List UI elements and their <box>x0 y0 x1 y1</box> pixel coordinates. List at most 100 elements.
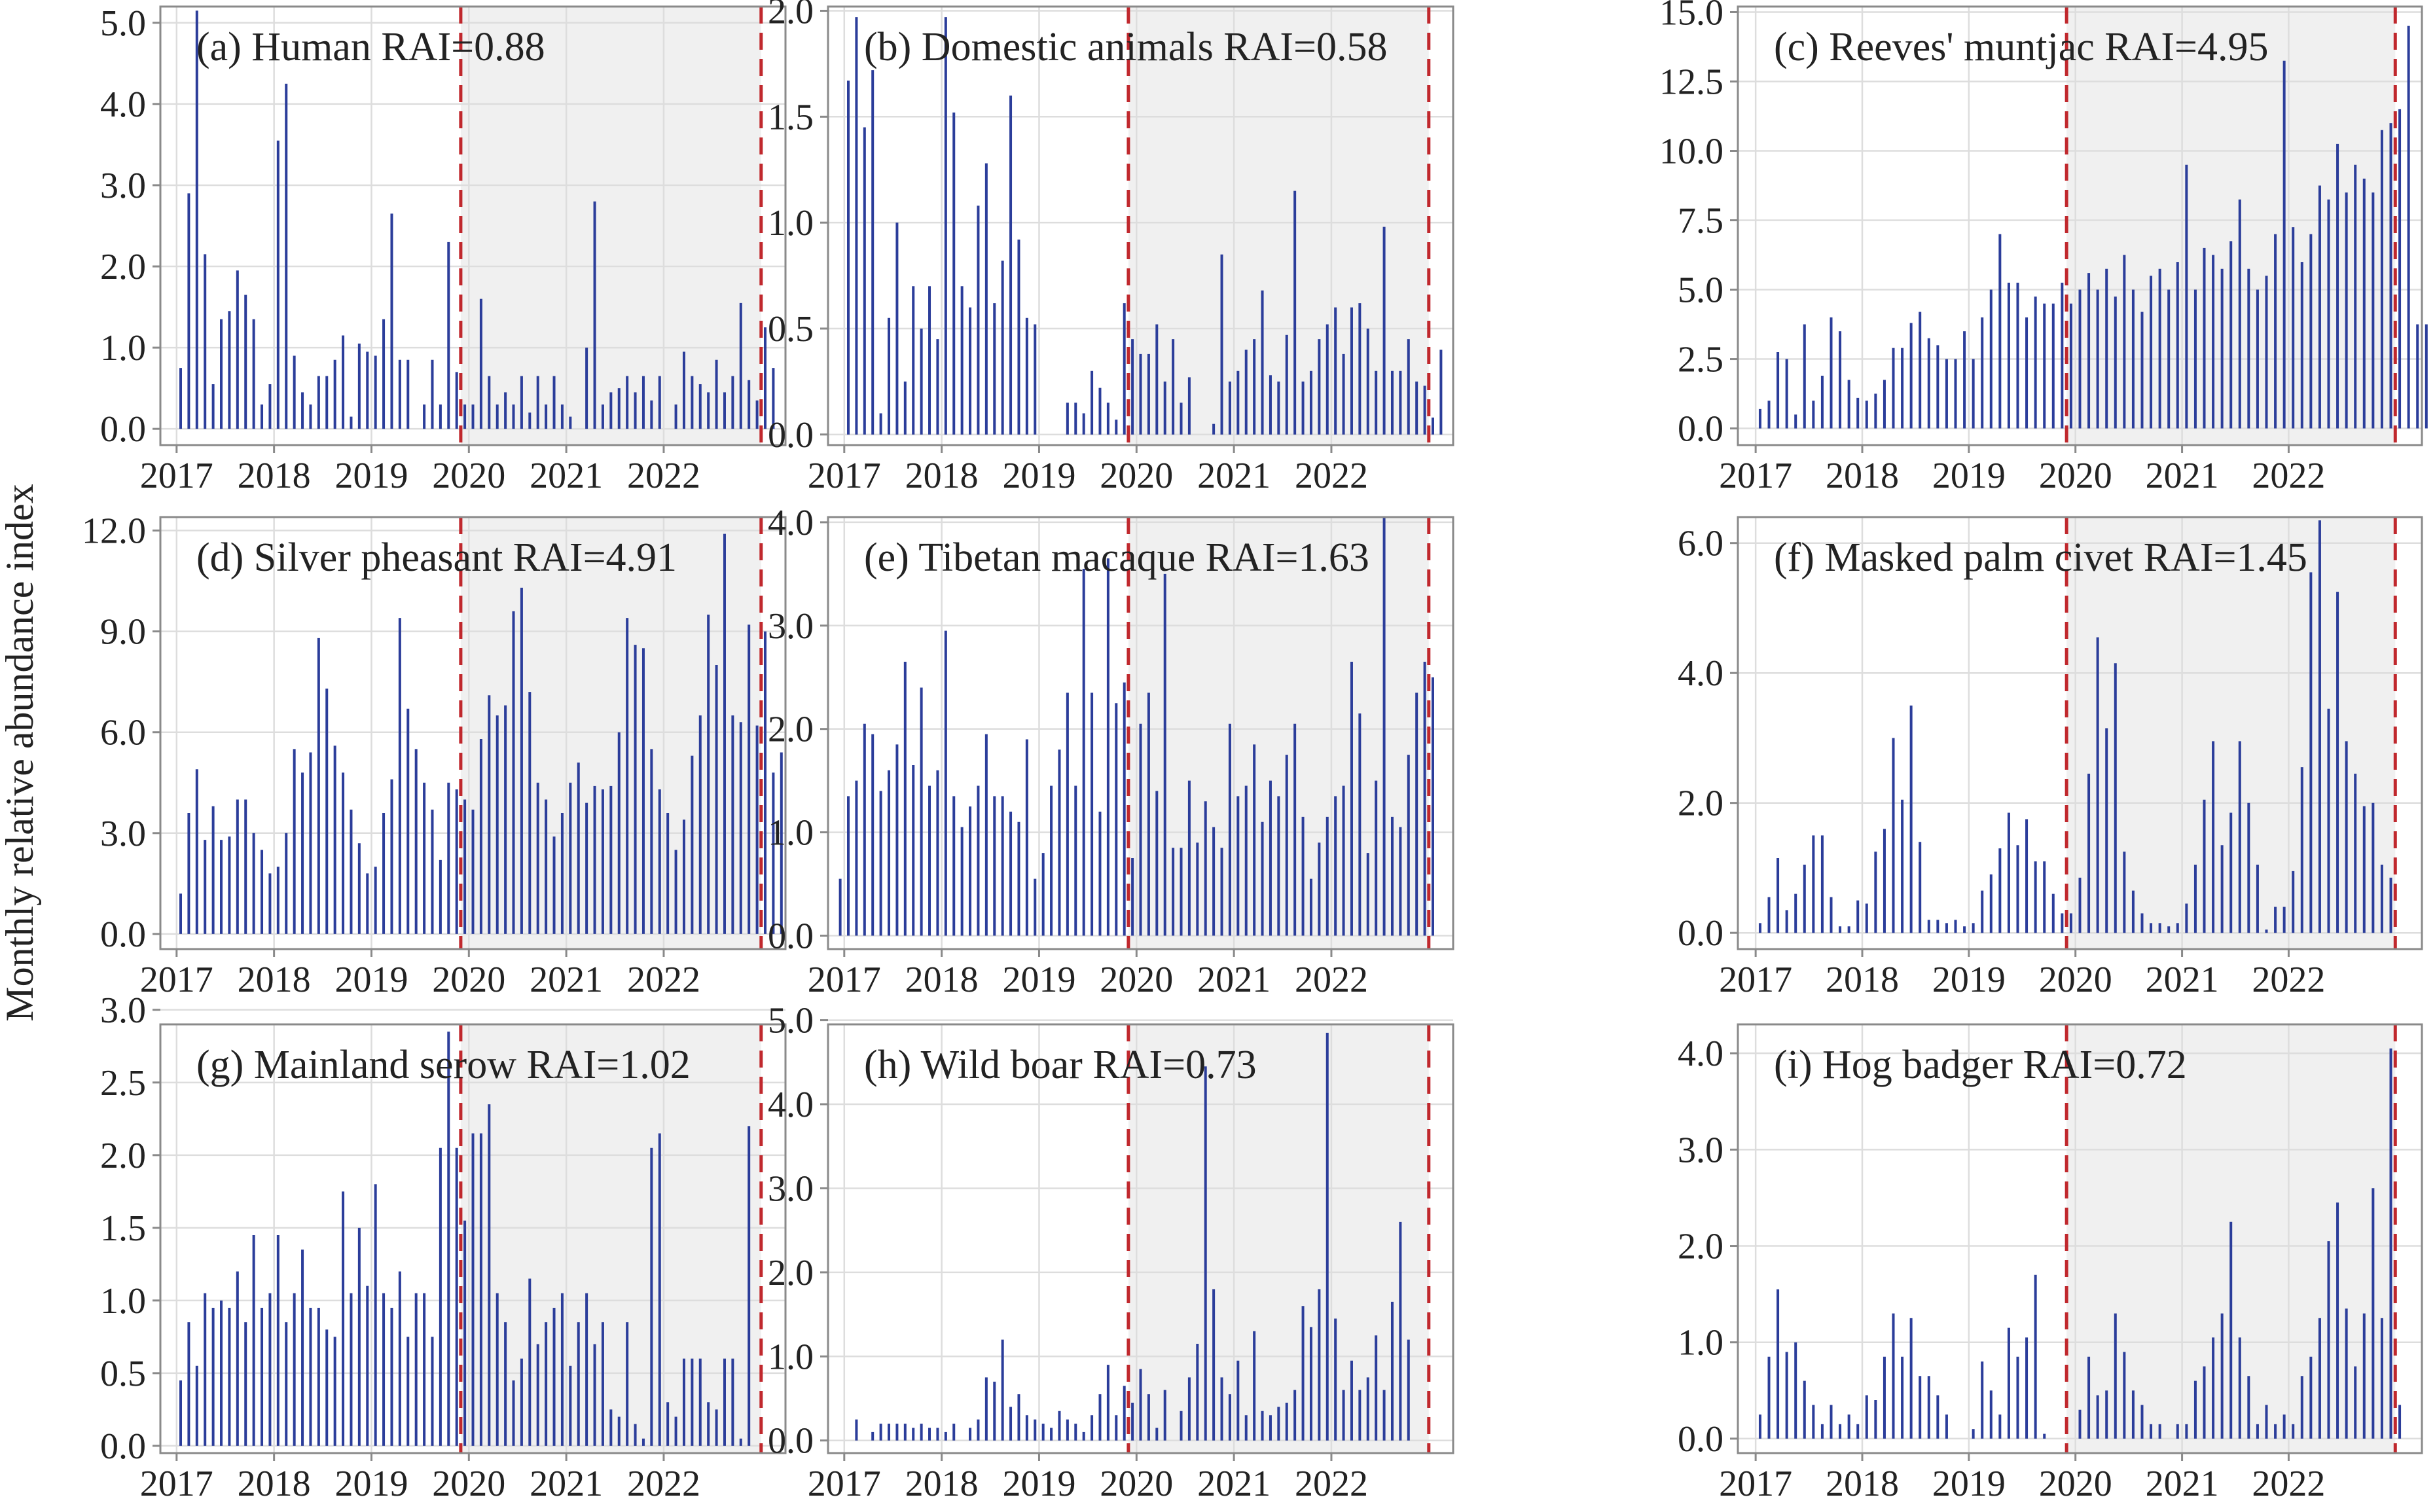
panel-d-title: (d) Silver pheasant RAI=4.91 <box>196 535 677 580</box>
y-tick-label: 1.0 <box>768 203 814 243</box>
y-tick-label: 0.0 <box>768 916 814 956</box>
plot-frame <box>827 5 1454 446</box>
x-tick-label: 2022 <box>1295 456 1368 496</box>
x-tick-label: 2021 <box>530 960 603 1000</box>
x-tick-label: 2019 <box>1932 1464 2006 1504</box>
y-tick-label: 0.0 <box>1678 913 1723 954</box>
x-tick-label: 2022 <box>2252 456 2325 496</box>
panel-a-title: (a) Human RAI=0.88 <box>196 25 545 69</box>
y-tick-label: 2.0 <box>768 710 814 750</box>
panel-e: (e) Tibetan macaque RAI=1.63 0.0 1.0 2.0 3.0… <box>768 503 1454 1000</box>
x-tick-label: 2017 <box>808 456 881 496</box>
x-tick-label: 2019 <box>1002 456 1075 496</box>
panel-i-bars <box>1758 1024 2402 1453</box>
panel-b-title: (b) Domestic animals RAI=0.58 <box>864 25 1388 69</box>
x-tick-label: 2020 <box>2039 960 2112 1000</box>
x-tick-label: 2018 <box>1826 456 1899 496</box>
y-tick-label: 2.0 <box>768 0 814 31</box>
y-tick-label: 4.0 <box>1678 653 1723 694</box>
y-tick-label: 2.5 <box>100 1063 146 1104</box>
y-tick-label: 7.5 <box>1678 201 1723 242</box>
x-tick-label: 2018 <box>905 1464 979 1504</box>
y-tick-label: 0.0 <box>1678 409 1723 450</box>
x-tick-label: 2020 <box>432 1464 505 1504</box>
y-tick-label: 3.0 <box>768 606 814 647</box>
plot-frame <box>1737 516 2423 950</box>
y-tick-label: 1.0 <box>768 813 814 854</box>
y-tick-label: 3.0 <box>100 166 146 206</box>
y-tick-label: 4.0 <box>768 503 814 543</box>
panel-g: (g) Mainland serow RAI=1.02 0.0 0.5 1.0 1.5 2… <box>100 990 787 1504</box>
x-tick-label: 2020 <box>432 960 505 1000</box>
x-tick-label: 2020 <box>2039 1464 2112 1504</box>
y-tick-label: 1.0 <box>768 1337 814 1377</box>
y-tick-label: 15.0 <box>1659 0 1723 33</box>
x-tick-label: 2019 <box>334 1464 408 1504</box>
panel-g-title: (g) Mainland serow RAI=1.02 <box>196 1043 691 1087</box>
x-tick-label: 2019 <box>334 960 408 1000</box>
panel-b-bars <box>847 7 1443 445</box>
y-tick-label: 1.5 <box>768 97 814 137</box>
panel-e-title: (e) Tibetan macaque RAI=1.63 <box>864 535 1369 580</box>
y-tick-label: 2.0 <box>768 1253 814 1293</box>
x-tick-label: 2020 <box>1100 960 1173 1000</box>
y-tick-label: 1.0 <box>100 328 146 369</box>
panel-i-title: (i) Hog badger RAI=0.72 <box>1774 1043 2187 1087</box>
shaded-period <box>460 1024 761 1453</box>
x-tick-label: 2020 <box>1100 456 1173 496</box>
y-tick-label: 6.0 <box>100 713 146 753</box>
panel-h-background <box>828 1019 1453 1453</box>
panel-i: (i) Hog badger RAI=0.72 0.0 1.0 2.0 3.0 4.0 20… <box>1678 1023 2423 1504</box>
panel-a-background <box>160 7 785 445</box>
x-tick-label: 2017 <box>140 1464 213 1504</box>
x-tick-label: 2018 <box>238 456 311 496</box>
panel-c-title: (c) Reeves' muntjac RAI=4.95 <box>1774 25 2268 69</box>
panel-f: (f) Masked palm civet RAI=1.45 0.0 2.0 4.0 6… <box>1678 516 2423 1000</box>
panel-h: (h) Wild boar RAI=0.73 0.0 1.0 2.0 3.0 4.0 5.0… <box>768 1001 1454 1504</box>
x-tick-label: 2022 <box>627 960 700 1000</box>
panel-d-bars <box>179 517 783 949</box>
panel-c-background <box>1738 7 2422 445</box>
y-tick-label: 0.0 <box>100 409 146 450</box>
x-tick-label: 2020 <box>432 456 505 496</box>
x-tick-label: 2017 <box>808 1464 881 1504</box>
shaded-period <box>1128 1024 1429 1453</box>
x-tick-label: 2018 <box>238 960 311 1000</box>
y-tick-label: 0.0 <box>768 415 814 456</box>
x-tick-label: 2017 <box>1719 456 1792 496</box>
x-tick-label: 2018 <box>1826 960 1899 1000</box>
panel-f-title: (f) Masked palm civet RAI=1.45 <box>1774 535 2307 580</box>
x-tick-label: 2021 <box>2146 456 2219 496</box>
y-tick-label: 2.0 <box>100 247 146 287</box>
x-tick-label: 2022 <box>2252 960 2325 1000</box>
y-tick-label: 10.0 <box>1659 132 1723 172</box>
y-tick-label: 0.0 <box>100 914 146 955</box>
plot-frame <box>1737 5 2423 446</box>
panel-g-background <box>160 1009 785 1453</box>
x-tick-label: 2022 <box>1295 1464 1368 1504</box>
panel-h-title: (h) Wild boar RAI=0.73 <box>864 1043 1257 1087</box>
plot-frame <box>159 1023 787 1454</box>
y-tick-label: 1.0 <box>100 1281 146 1322</box>
x-tick-label: 2019 <box>1932 456 2006 496</box>
y-tick-label: 3.0 <box>1678 1130 1723 1170</box>
y-tick-label: 2.0 <box>100 1136 146 1176</box>
x-tick-label: 2021 <box>530 456 603 496</box>
x-tick-label: 2018 <box>905 456 979 496</box>
y-axis-title: Monthly relative abundance index <box>0 484 41 1021</box>
x-tick-label: 2019 <box>334 456 408 496</box>
x-tick-label: 2017 <box>140 960 213 1000</box>
x-tick-label: 2020 <box>2039 456 2112 496</box>
panel-e-background <box>828 517 1453 949</box>
y-tick-label: 0.0 <box>100 1426 146 1467</box>
x-tick-label: 2019 <box>1002 960 1075 1000</box>
x-tick-label: 2021 <box>530 1464 603 1504</box>
y-tick-label: 3.0 <box>768 1168 814 1209</box>
y-tick-label: 0.5 <box>100 1354 146 1394</box>
x-tick-label: 2022 <box>627 456 700 496</box>
x-tick-label: 2022 <box>627 1464 700 1504</box>
x-tick-label: 2017 <box>1719 960 1792 1000</box>
x-tick-label: 2018 <box>1826 1464 1899 1504</box>
x-tick-label: 2017 <box>808 960 881 1000</box>
panel-c: (c) Reeves' muntjac RAI=4.95 0.0 2.5 5.0 7.5… <box>1659 0 2428 496</box>
